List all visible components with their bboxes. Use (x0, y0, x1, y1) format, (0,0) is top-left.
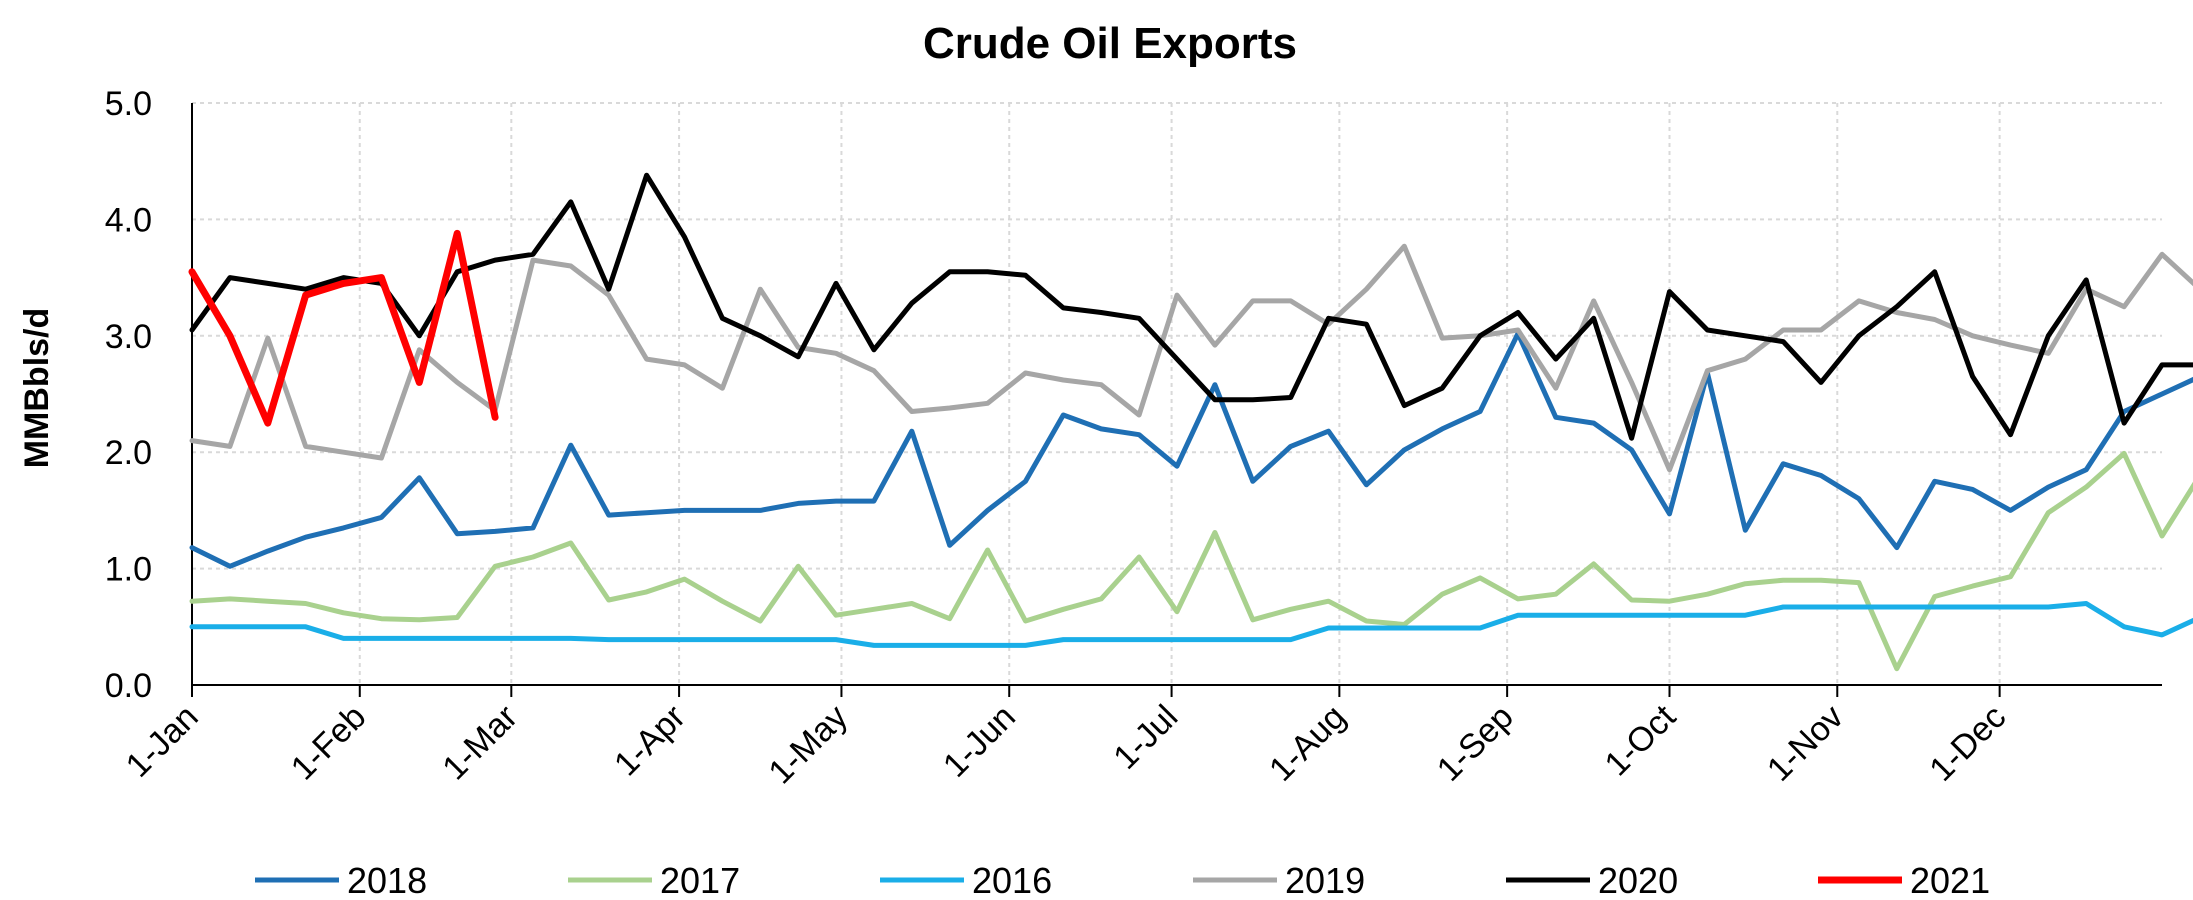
series-line-2019 (189, 243, 2193, 473)
legend-label-2019: 2019 (1285, 860, 1365, 900)
x-tick-label: 1-Jun (936, 698, 1023, 785)
y-tick-label: 2.0 (105, 434, 152, 472)
legend-label-2020: 2020 (1598, 860, 1678, 900)
y-axis-ticks: 0.0 1.0 2.0 3.0 4.0 5.0 (105, 85, 152, 705)
x-tick-label: 1-Sep (1430, 698, 1521, 789)
x-tick-label: 1-Mar (435, 698, 525, 788)
series-line-2020 (189, 172, 2193, 441)
chart-title: Crude Oil Exports (923, 19, 1297, 68)
series-lines (188, 172, 2193, 672)
x-tick-label: 1-Jan (119, 698, 206, 785)
x-tick-label: 1-May (761, 698, 855, 792)
x-tick-label: 1-Aug (1262, 698, 1353, 789)
y-tick-label: 1.0 (105, 551, 152, 589)
legend-label-2018: 2018 (347, 860, 427, 900)
x-tick-label: 1-Dec (1922, 698, 2013, 789)
series-line-2016 (189, 601, 2193, 648)
x-tick-label: 1-Feb (284, 698, 374, 788)
series-line-2017 (189, 450, 2193, 672)
y-tick-label: 4.0 (105, 201, 152, 239)
x-axis: 1-Jan 1-Feb 1-Mar 1-Apr 1-May 1-Jun 1-Jul 1-Aug… (119, 103, 2162, 791)
legend-label-2021: 2021 (1910, 860, 1990, 900)
y-tick-label: 3.0 (105, 318, 152, 356)
legend-label-2017: 2017 (660, 860, 740, 900)
y-tick-label: 0.0 (105, 667, 152, 705)
x-tick-label: 1-Jul (1106, 698, 1185, 777)
x-tick-label: 1-Oct (1598, 697, 1684, 783)
gridlines (192, 102, 2162, 685)
legend: 2018 2017 2016 2019 2020 2021 (255, 860, 1990, 900)
legend-label-2016: 2016 (972, 860, 1052, 900)
series-line-2018 (189, 331, 2193, 569)
x-tick-label: 1-Apr (607, 698, 693, 784)
x-tick-label: 1-Nov (1760, 698, 1851, 789)
y-axis-label: MMBbls/d (18, 308, 56, 469)
y-tick-label: 5.0 (105, 85, 152, 123)
series-line-2021 (188, 229, 499, 427)
